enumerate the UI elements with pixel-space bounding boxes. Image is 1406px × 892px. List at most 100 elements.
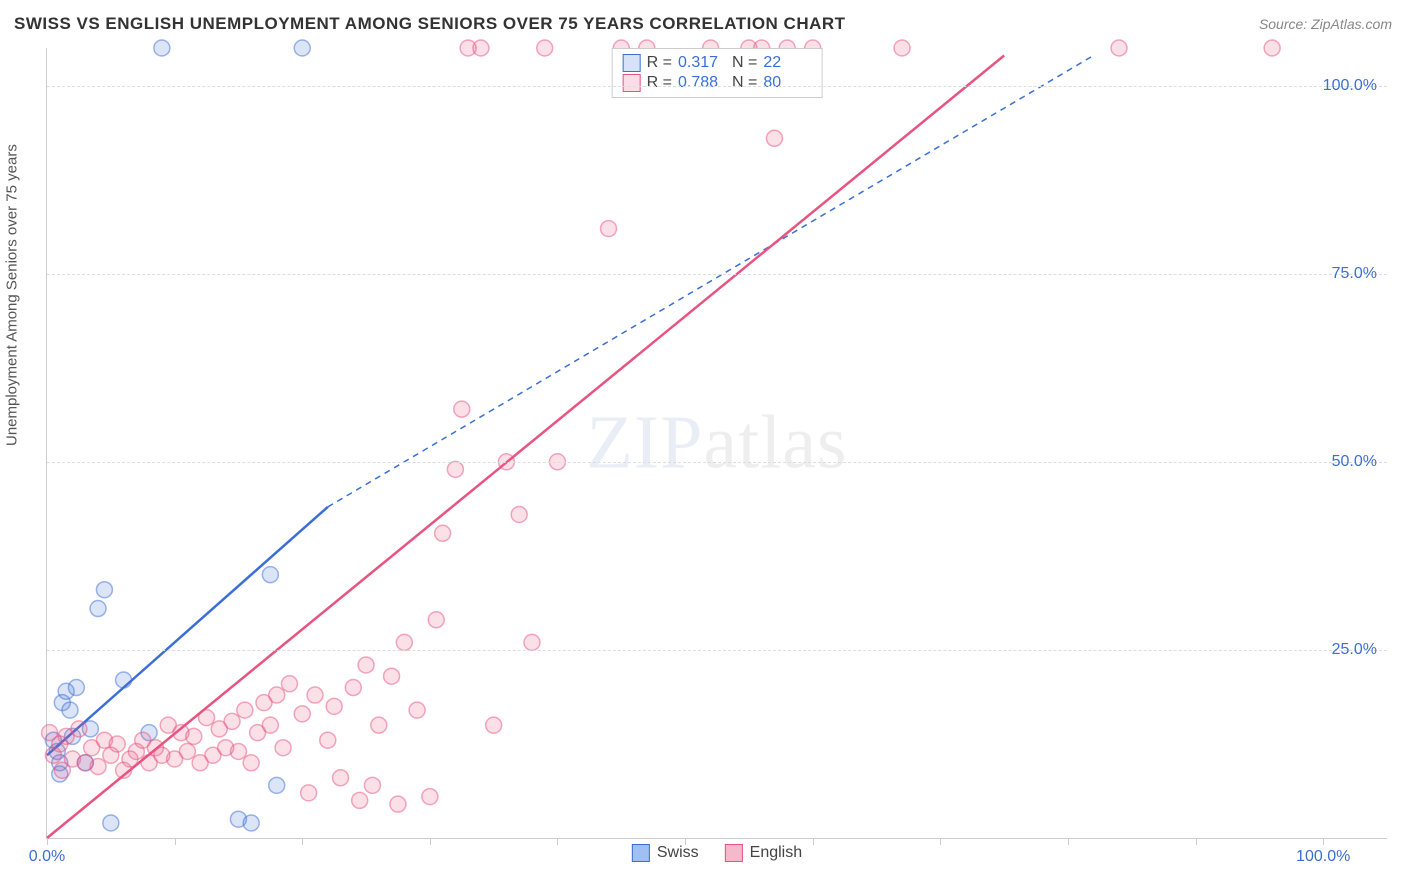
data-point [230, 743, 246, 759]
stat-n-label: N = [732, 74, 757, 92]
x-tick [557, 838, 558, 845]
data-point [358, 657, 374, 673]
plot-area: ZIPatlas R =0.317N =22R =0.788N =80 Swis… [46, 48, 1387, 839]
chart-title: SWISS VS ENGLISH UNEMPLOYMENT AMONG SENI… [14, 14, 846, 34]
x-tick-label-last: 100.0% [1296, 848, 1350, 866]
y-tick-label: 25.0% [1332, 641, 1377, 659]
data-point [262, 717, 278, 733]
data-point [352, 792, 368, 808]
chart-svg [47, 48, 1387, 838]
data-point [326, 698, 342, 714]
data-point [186, 728, 202, 744]
data-point [294, 40, 310, 56]
data-point [269, 777, 285, 793]
x-tick [302, 838, 303, 845]
source-name: ZipAtlas.com [1311, 16, 1392, 32]
data-point [320, 732, 336, 748]
data-point [435, 525, 451, 541]
data-point [1264, 40, 1280, 56]
data-point [90, 601, 106, 617]
data-point [275, 740, 291, 756]
data-point [224, 713, 240, 729]
data-point [454, 401, 470, 417]
source-label: Source: [1259, 16, 1307, 32]
legend-stats-row: R = 0.788 N = 80 [623, 73, 812, 93]
data-point [62, 702, 78, 718]
data-point [96, 582, 112, 598]
gridline-horizontal [47, 462, 1387, 463]
regression-line-extrapolated [328, 56, 1094, 507]
data-point [384, 668, 400, 684]
data-point [269, 687, 285, 703]
y-tick-label: 75.0% [1332, 265, 1377, 283]
data-point [179, 743, 195, 759]
data-point [68, 680, 84, 696]
data-point [390, 796, 406, 812]
legend-item: English [725, 844, 802, 862]
x-tick [430, 838, 431, 845]
legend-stats-row: R =0.317N =22 [623, 53, 812, 73]
data-point [90, 759, 106, 775]
x-tick [175, 838, 176, 845]
gridline-horizontal [47, 86, 1387, 87]
data-point [1111, 40, 1127, 56]
data-point [428, 612, 444, 628]
data-point [766, 130, 782, 146]
data-point [486, 717, 502, 733]
legend-swatch [623, 54, 641, 72]
regression-line [47, 56, 1004, 838]
x-tick [47, 838, 48, 845]
legend-swatch [725, 844, 743, 862]
legend-bottom: Swiss English [632, 844, 802, 862]
data-point [301, 785, 317, 801]
stat-r-label: R = [647, 74, 672, 92]
stat-n-label: N = [732, 54, 757, 72]
legend-label: Swiss [657, 844, 699, 862]
data-point [894, 40, 910, 56]
x-tick [1196, 838, 1197, 845]
data-point [281, 676, 297, 692]
data-point [71, 721, 87, 737]
y-axis-label: Unemployment Among Seniors over 75 years [4, 144, 21, 446]
x-tick [1068, 838, 1069, 845]
data-point [243, 815, 259, 831]
data-point [371, 717, 387, 733]
regression-line [47, 507, 328, 755]
y-tick-label: 50.0% [1332, 453, 1377, 471]
data-point [307, 687, 323, 703]
legend-item: Swiss [632, 844, 699, 862]
data-point [511, 506, 527, 522]
gridline-horizontal [47, 274, 1387, 275]
stat-n-value: 80 [763, 74, 811, 92]
data-point [333, 770, 349, 786]
legend-label: English [750, 844, 802, 862]
data-point [345, 680, 361, 696]
x-tick [813, 838, 814, 845]
legend-swatch [632, 844, 650, 862]
data-point [447, 461, 463, 477]
data-point [396, 634, 412, 650]
data-point [154, 40, 170, 56]
x-tick [1323, 838, 1324, 845]
stat-r-value: 0.317 [678, 54, 726, 72]
y-tick-label: 100.0% [1323, 77, 1377, 95]
data-point [294, 706, 310, 722]
legend-swatch [623, 74, 641, 92]
data-point [103, 815, 119, 831]
data-point [422, 789, 438, 805]
data-point [524, 634, 540, 650]
legend-stats-box: R =0.317N =22R =0.788N =80 [612, 48, 823, 98]
data-point [262, 567, 278, 583]
gridline-horizontal [47, 650, 1387, 651]
data-point [364, 777, 380, 793]
data-point [409, 702, 425, 718]
data-point [116, 672, 132, 688]
x-tick [685, 838, 686, 845]
x-tick-label-first: 0.0% [29, 848, 65, 866]
stat-r-label: R = [647, 54, 672, 72]
data-point [473, 40, 489, 56]
source-attribution: Source: ZipAtlas.com [1259, 16, 1392, 32]
stat-r-value: 0.788 [678, 74, 726, 92]
data-point [601, 221, 617, 237]
data-point [237, 702, 253, 718]
